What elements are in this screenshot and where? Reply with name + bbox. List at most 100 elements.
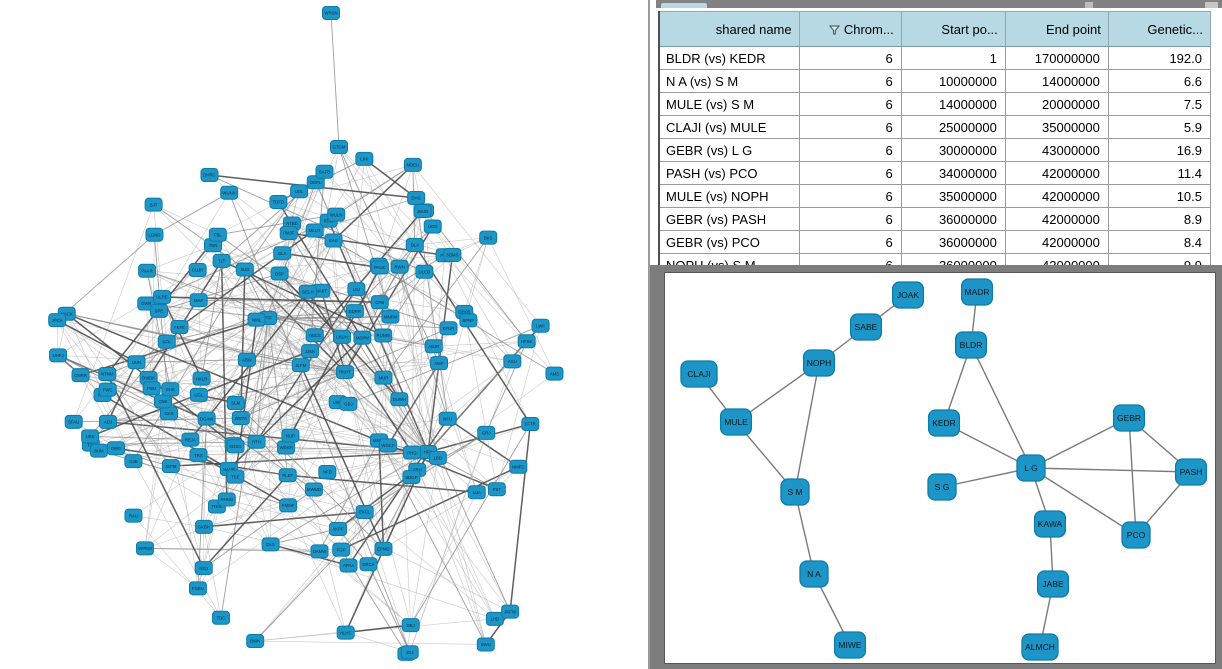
node-shape[interactable] (517, 334, 536, 349)
table-cell[interactable]: 8.9 (1107, 207, 1212, 231)
table-row[interactable]: GEBR (vs) PASH 6 36000000 42000000 8.9 (658, 207, 1212, 231)
dense-edge[interactable] (203, 511, 365, 528)
dense-edge[interactable] (153, 204, 218, 236)
node-shape[interactable] (161, 382, 180, 397)
dense-edge[interactable] (347, 418, 449, 566)
dense-edge[interactable] (107, 389, 236, 404)
dense-edge[interactable] (153, 204, 163, 298)
node-shape[interactable] (333, 329, 352, 344)
dense-edge[interactable] (270, 528, 339, 545)
node-shape[interactable] (135, 541, 154, 556)
dense-edge[interactable] (287, 403, 349, 506)
table-row[interactable]: BLDR (vs) KEDR 6 1 170000000 192.0 (658, 46, 1212, 70)
dense-node[interactable]: RKHT (336, 365, 354, 379)
node-shape[interactable] (381, 309, 400, 324)
table-row[interactable]: N A (vs) S M 6 10000000 14000000 6.6 (658, 69, 1212, 93)
dense-edge[interactable] (206, 362, 440, 419)
subnet-node-KAWA[interactable]: KAWA (1033, 510, 1067, 538)
node-shape[interactable] (402, 470, 421, 485)
node-shape[interactable] (212, 253, 231, 268)
column-header-4[interactable]: Genetic... (1107, 11, 1212, 47)
node-shape[interactable] (423, 219, 442, 234)
node-shape[interactable] (459, 313, 478, 328)
dense-edge[interactable] (201, 378, 418, 471)
dense-node[interactable]: JLFM (291, 358, 310, 373)
node-shape[interactable] (124, 508, 143, 523)
dense-node[interactable]: NFU (438, 411, 457, 426)
dense-node[interactable]: MWMD (304, 482, 323, 497)
table-cell[interactable]: 16.9 (1107, 138, 1212, 162)
dense-edge[interactable] (314, 335, 400, 400)
dense-edge[interactable] (416, 469, 496, 620)
column-header-2[interactable]: Start po... (900, 11, 1006, 47)
dense-node[interactable]: GAS (160, 406, 179, 421)
dense-edge[interactable] (203, 468, 230, 569)
table-cell[interactable]: 7.5 (1107, 92, 1212, 116)
table-cell[interactable]: 6 (798, 161, 902, 185)
node-shape[interactable] (355, 151, 374, 166)
dense-edge[interactable] (333, 164, 414, 242)
dense-edge[interactable] (382, 271, 425, 336)
dense-node[interactable]: SFAU (64, 414, 83, 429)
dense-node[interactable]: GELH (298, 284, 317, 299)
dense-node[interactable]: BWN (246, 634, 265, 649)
node-shape[interactable] (328, 521, 347, 536)
dense-edge[interactable] (437, 423, 531, 459)
dense-edge[interactable] (216, 371, 346, 507)
node-shape[interactable] (1021, 633, 1059, 661)
dense-node[interactable]: BAFB (315, 164, 334, 179)
node-shape[interactable] (261, 537, 280, 552)
node-shape[interactable] (439, 321, 458, 336)
dense-node[interactable]: UEE (81, 429, 100, 444)
cell-shared-name[interactable]: GEBR (vs) PCO (658, 230, 800, 254)
dense-edge[interactable] (444, 255, 531, 425)
node-shape[interactable] (194, 519, 213, 534)
node-shape[interactable] (1112, 404, 1146, 432)
table-cell[interactable]: 170000000 (1004, 46, 1109, 70)
dense-edge[interactable] (409, 432, 487, 653)
dense-node[interactable]: BKS (479, 230, 498, 245)
table-row[interactable]: CLAJI (vs) MULE 6 25000000 35000000 5.9 (658, 115, 1212, 139)
node-shape[interactable] (161, 459, 180, 474)
dense-node[interactable]: NTNM (98, 367, 117, 382)
dense-edge[interactable] (144, 327, 180, 549)
dense-edge[interactable] (228, 192, 429, 453)
dense-node[interactable]: LGND (145, 227, 164, 242)
dense-node[interactable]: TBC (211, 610, 230, 625)
dense-node[interactable]: GJB (124, 454, 143, 469)
dense-edge[interactable] (427, 451, 511, 612)
dense-edge[interactable] (287, 505, 342, 550)
table-cell[interactable]: 42000000 (1004, 184, 1109, 208)
dense-node[interactable]: TDFD (269, 194, 288, 209)
dense-node[interactable]: JPCA (48, 313, 67, 328)
dense-edge[interactable] (240, 417, 271, 545)
dense-edge[interactable] (287, 505, 346, 633)
dense-node[interactable]: MLUT (305, 223, 324, 238)
dense-edge[interactable] (147, 260, 223, 379)
dense-node[interactable]: WDKR (277, 440, 296, 455)
dense-edge[interactable] (330, 12, 340, 148)
cell-shared-name[interactable]: BLDR (vs) KEDR (658, 46, 800, 70)
dense-node[interactable]: DLA (405, 237, 424, 252)
dense-edge[interactable] (410, 423, 531, 626)
node-shape[interactable] (322, 6, 340, 20)
dense-edge[interactable] (378, 440, 496, 620)
table-cell[interactable]: 25000000 (900, 115, 1006, 139)
node-shape[interactable] (89, 443, 108, 458)
table-row[interactable]: PASH (vs) PCO 6 34000000 42000000 11.4 (658, 161, 1212, 185)
dense-node[interactable]: UGL (189, 387, 208, 402)
dense-edge[interactable] (410, 492, 478, 626)
dense-edge[interactable] (226, 418, 242, 500)
dense-node[interactable]: AMS (545, 366, 564, 381)
dense-edge[interactable] (399, 399, 496, 619)
node-shape[interactable] (138, 263, 157, 278)
dense-edge[interactable] (278, 201, 309, 292)
dense-edge[interactable] (363, 158, 417, 199)
dense-edge[interactable] (378, 210, 426, 265)
node-shape[interactable] (48, 313, 67, 328)
dense-node[interactable]: BDRR (345, 304, 364, 319)
dense-edge[interactable] (399, 266, 449, 419)
dense-node[interactable]: AKPF (328, 521, 347, 536)
dense-node[interactable]: DUWH (390, 392, 409, 407)
node-shape[interactable] (374, 328, 393, 343)
